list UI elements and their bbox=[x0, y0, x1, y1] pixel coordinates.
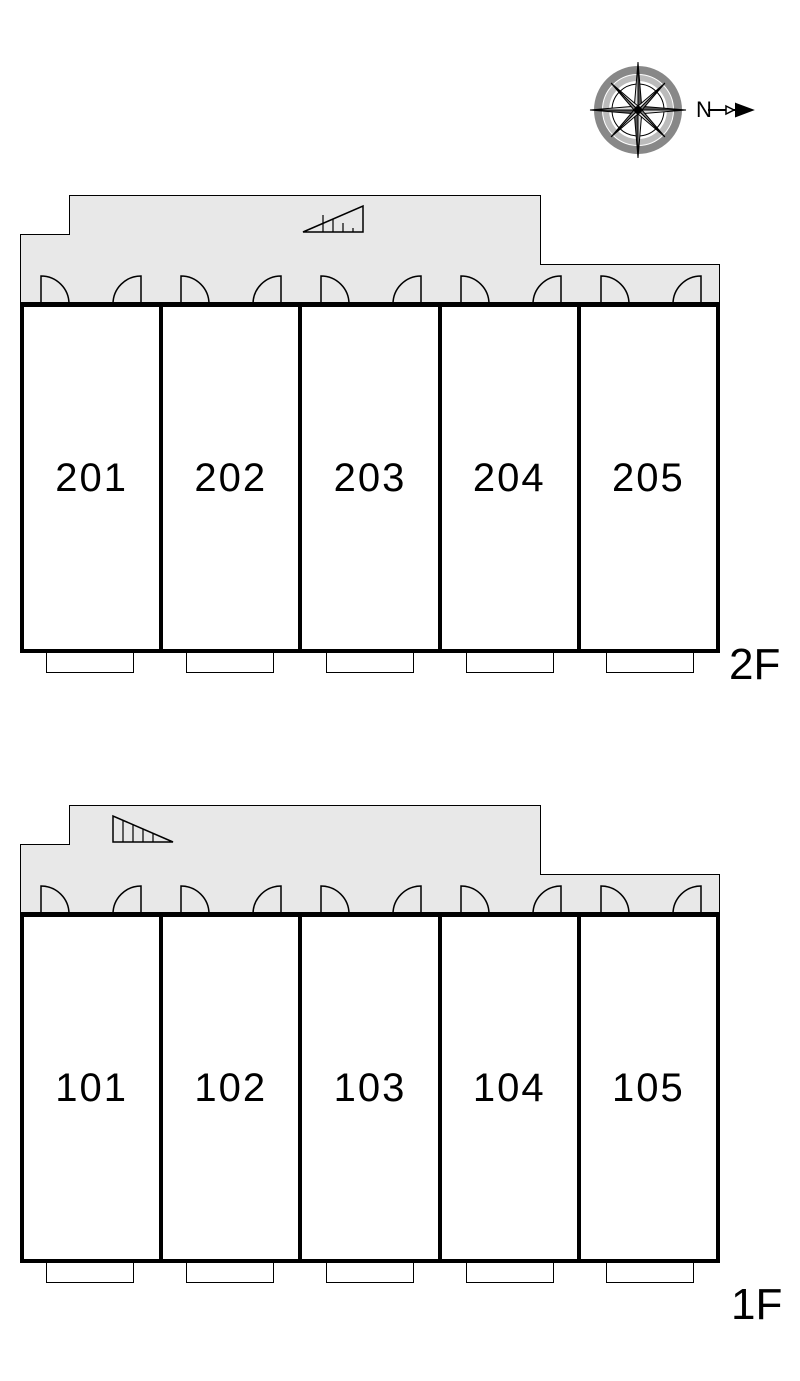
room-label: 101 bbox=[55, 1066, 128, 1111]
corridor-notch-left bbox=[20, 805, 70, 845]
room-label: 103 bbox=[334, 1066, 407, 1111]
room-label: 105 bbox=[612, 1066, 685, 1111]
room-label: 104 bbox=[473, 1066, 546, 1111]
room-104: 104 bbox=[442, 917, 581, 1259]
balcony bbox=[466, 653, 554, 673]
door-pair bbox=[21, 264, 161, 304]
door-pair bbox=[581, 874, 721, 914]
floor-plan-1f: 101 102 103 104 105 bbox=[20, 805, 720, 1293]
room-label: 204 bbox=[473, 456, 546, 501]
floor-label-1f: 1F bbox=[731, 1280, 782, 1330]
floor-label-2f: 2F bbox=[729, 640, 780, 690]
door-pair bbox=[161, 264, 301, 304]
room-row-2f: 201 202 203 204 205 bbox=[20, 303, 720, 653]
door-pair bbox=[161, 874, 301, 914]
balcony bbox=[606, 1263, 694, 1283]
corridor-notch-left bbox=[20, 195, 70, 235]
balcony bbox=[326, 653, 414, 673]
room-202: 202 bbox=[163, 307, 302, 649]
stair-icon bbox=[301, 204, 365, 234]
room-201: 201 bbox=[24, 307, 163, 649]
door-row-2f bbox=[21, 264, 721, 304]
room-103: 103 bbox=[302, 917, 441, 1259]
door-pair bbox=[301, 264, 441, 304]
balcony bbox=[466, 1263, 554, 1283]
room-label: 205 bbox=[612, 456, 685, 501]
balcony bbox=[186, 1263, 274, 1283]
door-pair bbox=[441, 874, 581, 914]
balcony-row-2f bbox=[20, 653, 720, 683]
stair-icon bbox=[111, 814, 175, 844]
balcony-row-1f bbox=[20, 1263, 720, 1293]
room-label: 203 bbox=[334, 456, 407, 501]
room-label: 102 bbox=[194, 1066, 267, 1111]
door-row-1f bbox=[21, 874, 721, 914]
corridor-2f bbox=[20, 195, 720, 303]
room-102: 102 bbox=[163, 917, 302, 1259]
corridor-notch-right bbox=[540, 805, 720, 875]
room-101: 101 bbox=[24, 917, 163, 1259]
door-pair bbox=[21, 874, 161, 914]
room-label: 201 bbox=[55, 456, 128, 501]
room-label: 202 bbox=[194, 456, 267, 501]
door-pair bbox=[301, 874, 441, 914]
room-row-1f: 101 102 103 104 105 bbox=[20, 913, 720, 1263]
room-205: 205 bbox=[581, 307, 716, 649]
room-204: 204 bbox=[442, 307, 581, 649]
room-105: 105 bbox=[581, 917, 716, 1259]
corridor-notch-right bbox=[540, 195, 720, 265]
balcony bbox=[606, 653, 694, 673]
corridor-1f bbox=[20, 805, 720, 913]
door-pair bbox=[441, 264, 581, 304]
balcony bbox=[46, 653, 134, 673]
balcony bbox=[186, 653, 274, 673]
compass-rose: N bbox=[588, 55, 758, 170]
floor-plan-2f: 201 202 203 204 205 bbox=[20, 195, 720, 683]
room-203: 203 bbox=[302, 307, 441, 649]
balcony bbox=[326, 1263, 414, 1283]
balcony bbox=[46, 1263, 134, 1283]
door-pair bbox=[581, 264, 721, 304]
